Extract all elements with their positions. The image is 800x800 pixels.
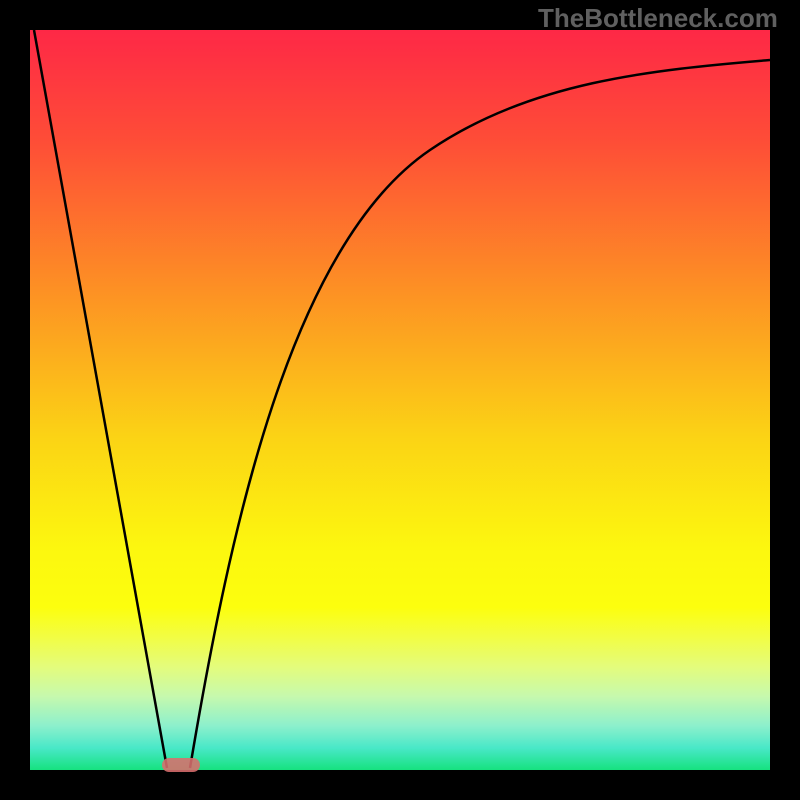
watermark-text: TheBottleneck.com xyxy=(538,3,778,34)
bottleneck-marker xyxy=(162,758,200,772)
plot-area xyxy=(30,30,770,770)
chart-container: TheBottleneck.com xyxy=(0,0,800,800)
left-curve-line xyxy=(34,30,167,768)
right-curve-path xyxy=(190,60,770,768)
curve-layer xyxy=(30,30,770,770)
